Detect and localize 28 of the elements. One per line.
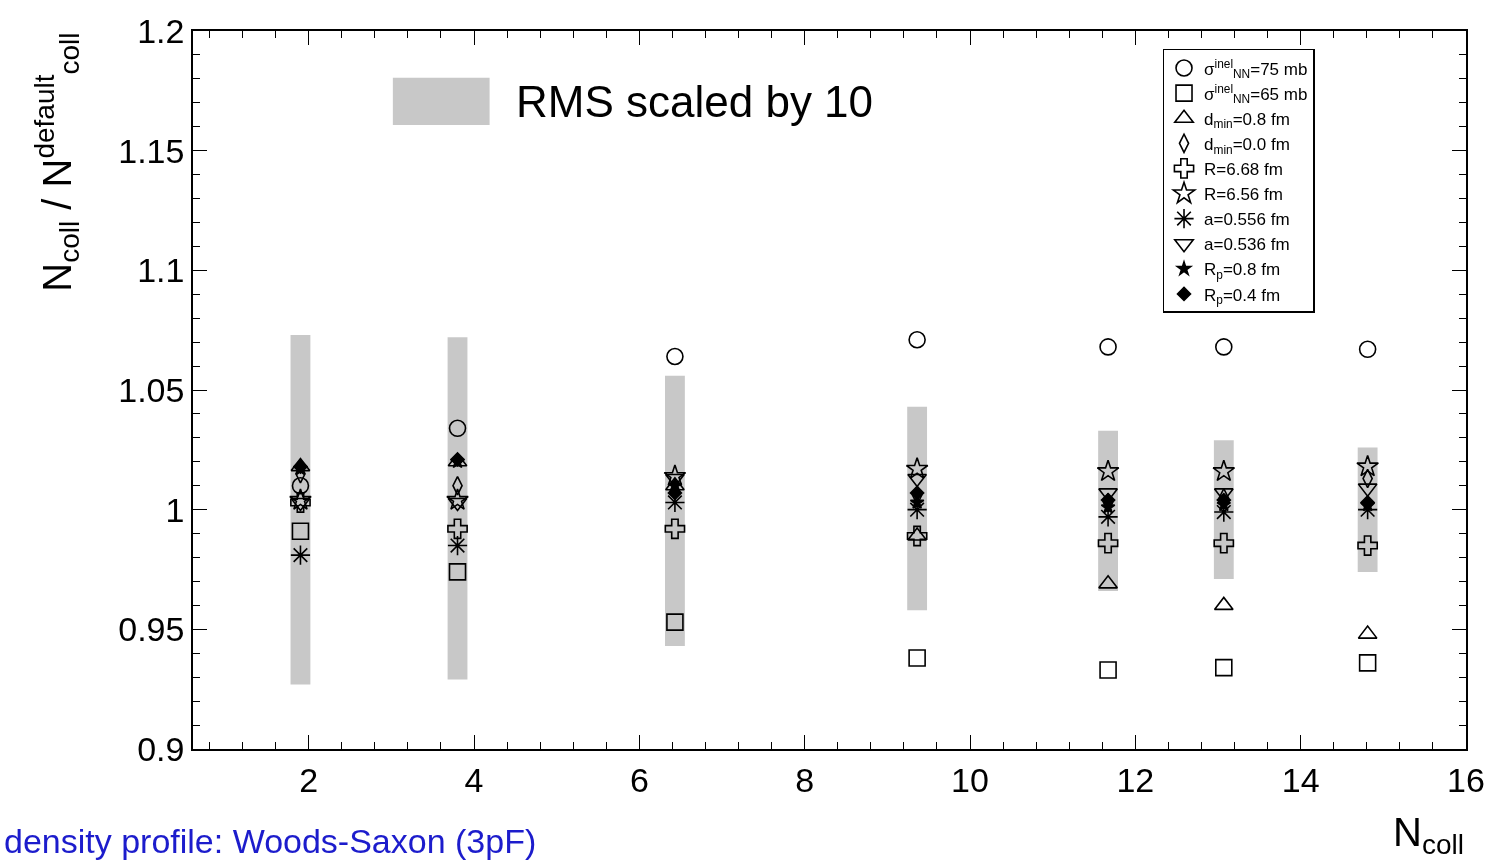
legend-label: d$_{min}$=0.0 fm xyxy=(1204,134,1290,157)
x-tick-label: 2 xyxy=(299,760,319,799)
legend-label: R$_{p}$=0.8 fm xyxy=(1204,260,1281,282)
x-axis-title: N$_{coll}$ xyxy=(1393,810,1464,861)
legend-label: RMS scaled by 10 xyxy=(516,77,874,126)
legend-label: a=0.536 fm xyxy=(1204,235,1290,255)
x-tick-label: 4 xyxy=(464,760,484,799)
legend-label: a=0.556 fm xyxy=(1204,210,1290,230)
x-tick-label: 6 xyxy=(629,760,649,799)
legend-label: R=6.56 fm xyxy=(1204,185,1283,205)
legend-label: σ$^{inel}$$_{NN}$=65 mb xyxy=(1204,81,1308,107)
legend-label: R$_{p}$=0.4 fm xyxy=(1204,285,1281,308)
x-tick-label: 16 xyxy=(1447,760,1485,799)
x-tick-label: 8 xyxy=(795,760,815,799)
legend-label: d$_{min}$=0.8 fm xyxy=(1204,109,1290,132)
y-tick-label: 0.9 xyxy=(137,729,185,768)
y-tick-label: 0.95 xyxy=(118,610,185,649)
y-tick-label: 1.1 xyxy=(137,251,185,290)
x-tick-label: 12 xyxy=(1116,760,1155,799)
y-tick-label: 1.2 xyxy=(137,11,185,50)
x-tick-label: 14 xyxy=(1281,760,1320,799)
x-tick-label: 10 xyxy=(951,760,989,799)
text: density profile: Woods-Saxon (3pF) xyxy=(4,822,537,860)
y-tick-label: 1 xyxy=(165,490,185,529)
y-tick-label: 1.05 xyxy=(118,370,185,409)
legend-label: R=6.68 fm xyxy=(1204,160,1283,180)
legend-label: σ$^{inel}$$_{NN}$=75 mb xyxy=(1204,56,1308,82)
y-tick-label: 1.15 xyxy=(118,131,185,170)
